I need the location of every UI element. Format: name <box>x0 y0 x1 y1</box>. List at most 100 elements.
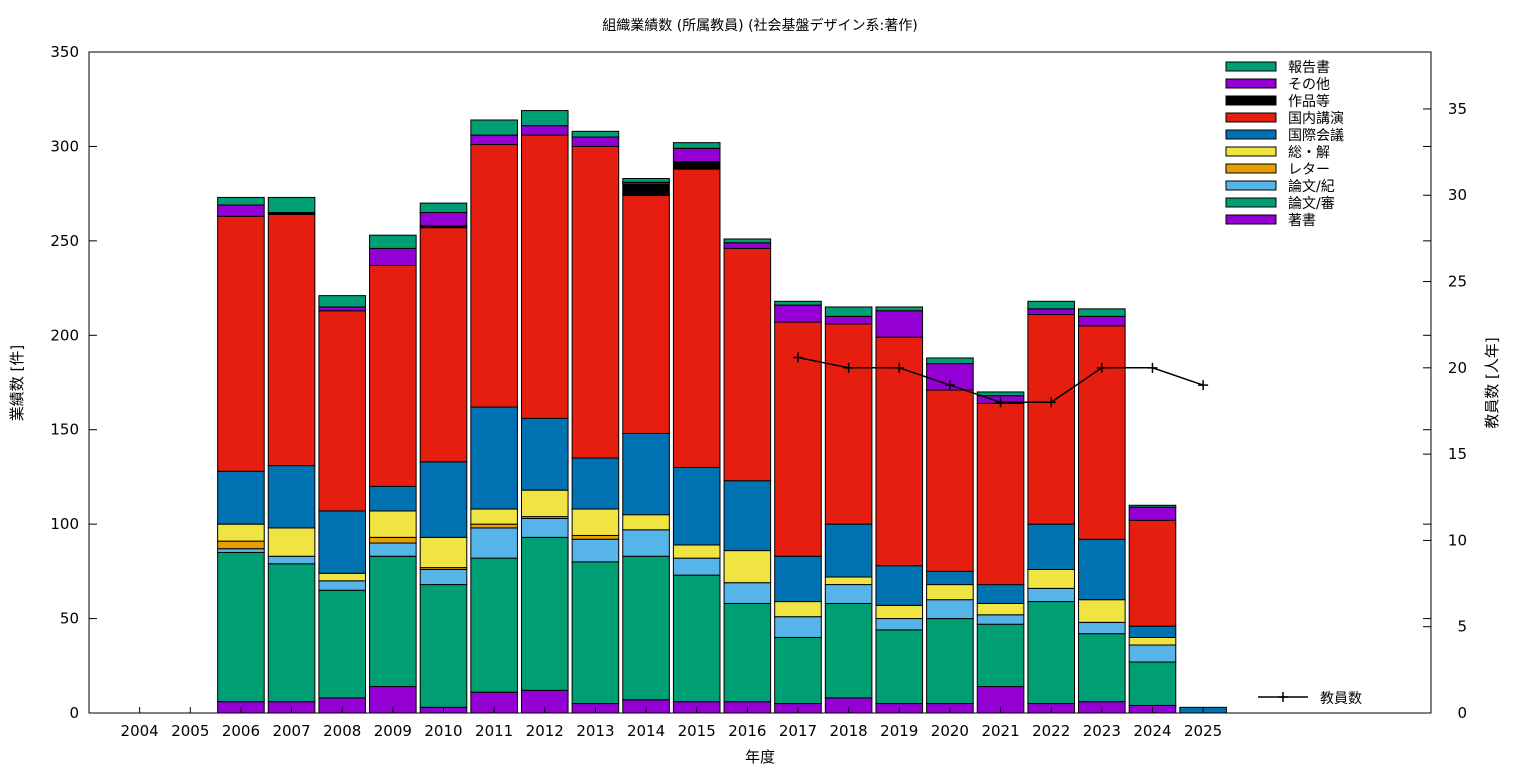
bar-2014-series-6 <box>622 195 670 434</box>
bar-2023-series-6 <box>1078 325 1126 540</box>
bar-2015-series-5 <box>672 466 721 546</box>
bar-2019-series-5 <box>875 565 924 606</box>
bar-2012-series-2 <box>520 517 569 538</box>
bar-2010-series-9 <box>419 202 468 214</box>
bar-2024-series-5 <box>1128 625 1177 638</box>
bar-2021-series-2 <box>976 614 1025 625</box>
bar-2024-series-4 <box>1128 636 1177 646</box>
y-tick-label-0: 0 <box>69 704 79 722</box>
bar-2009-series-3 <box>369 536 417 544</box>
bar-2011-series-9 <box>470 119 518 136</box>
bar-2021-series-6 <box>976 402 1025 586</box>
bar-2016-series-6 <box>723 247 772 482</box>
x-tick-label-2025: 2025 <box>1184 722 1222 740</box>
legend-label-6: レター <box>1288 162 1330 178</box>
line-point-2025 <box>1198 380 1209 391</box>
bar-2017-series-9 <box>774 300 822 306</box>
bar-2011-series-2 <box>470 527 518 559</box>
bar-2022-series-4 <box>1027 568 1075 589</box>
bar-2021-series-5 <box>976 584 1025 604</box>
legend-line-marker <box>1278 692 1288 702</box>
bar-2020-series-6 <box>926 389 974 572</box>
bar-2021-series-9 <box>976 391 1025 397</box>
x-tick-label-2016: 2016 <box>728 722 766 740</box>
bar-2022-series-6 <box>1027 314 1075 525</box>
x-tick-label-2004: 2004 <box>121 722 159 740</box>
bar-2007-series-1 <box>267 563 316 703</box>
bar-2015-series-2 <box>672 557 721 576</box>
bar-2022-series-9 <box>1027 300 1075 310</box>
x-tick-label-2006: 2006 <box>222 722 260 740</box>
bar-2022-series-8 <box>1027 308 1075 316</box>
line-point-2022 <box>1046 397 1057 408</box>
bar-2011-series-3 <box>470 523 518 529</box>
line-point-2018 <box>843 362 854 373</box>
bar-2019-series-6 <box>875 336 924 567</box>
x-tick-label-2017: 2017 <box>779 722 817 740</box>
y2-tick-label-0: 0 <box>1457 704 1467 722</box>
line-point-2019 <box>894 362 905 373</box>
bar-2018-series-5 <box>824 523 873 578</box>
bar-2014-series-4 <box>622 514 670 531</box>
bar-2008-series-8 <box>318 306 367 312</box>
bar-2013-series-9 <box>571 130 620 138</box>
bar-2008-series-4 <box>318 572 367 582</box>
legend-label-9: 著書 <box>1288 213 1316 229</box>
bar-2006-series-4 <box>217 523 265 542</box>
bar-2014-series-9 <box>622 178 670 183</box>
y-tick-label-1: 50 <box>60 610 79 628</box>
bar-2015-series-6 <box>672 168 721 468</box>
bar-2013-series-4 <box>571 508 620 536</box>
bar-2012-series-1 <box>520 536 569 691</box>
bar-2019-series-1 <box>875 629 924 705</box>
bar-2007-series-5 <box>267 465 316 529</box>
legend-label-5: 総・解 <box>1288 145 1330 161</box>
bar-2015-series-1 <box>672 574 721 703</box>
legend-swatch-4 <box>1225 129 1277 140</box>
x-tick-label-2022: 2022 <box>1032 722 1070 740</box>
y-tick-label-7: 350 <box>50 43 79 61</box>
legend-swatch-9 <box>1225 214 1277 225</box>
y2-axis-label: 教員数 [人年] <box>1483 337 1501 428</box>
bar-2018-series-2 <box>824 584 873 604</box>
bar-2009-series-5 <box>369 485 417 512</box>
x-tick-label-2014: 2014 <box>627 722 665 740</box>
bar-2009-series-1 <box>369 555 417 688</box>
bar-2013-series-2 <box>571 538 620 563</box>
y-tick-label-3: 150 <box>50 421 79 439</box>
bar-2006-series-1 <box>217 551 265 703</box>
bar-2017-series-4 <box>774 601 822 618</box>
legend-swatch-8 <box>1225 197 1277 208</box>
bar-2012-series-9 <box>520 110 569 127</box>
line-point-2017 <box>792 352 803 363</box>
legend-swatch-7 <box>1225 180 1277 191</box>
bar-2008-series-2 <box>318 580 367 591</box>
x-tick-label-2015: 2015 <box>678 722 716 740</box>
y-tick-label-2: 100 <box>50 515 79 533</box>
bar-2023-series-9 <box>1078 308 1126 317</box>
bar-2011-series-8 <box>470 134 518 146</box>
bar-2009-series-2 <box>369 542 417 557</box>
legend-label-0: 報告書 <box>1288 60 1330 76</box>
bar-2014-series-1 <box>622 555 670 701</box>
bar-2010-series-2 <box>419 568 468 586</box>
legend-label-2: 作品等 <box>1288 93 1330 110</box>
x-tick-label-2009: 2009 <box>374 722 412 740</box>
bar-2020-series-5 <box>926 570 974 586</box>
legend-line-label: 教員数 <box>1320 691 1362 707</box>
bar-2024-series-1 <box>1128 661 1177 706</box>
legend-swatch-0 <box>1225 61 1277 72</box>
y-tick-label-6: 300 <box>50 137 79 155</box>
x-tick-label-2008: 2008 <box>323 722 361 740</box>
bar-2006-series-5 <box>217 470 265 525</box>
bar-2024-series-8 <box>1128 506 1177 521</box>
bar-2013-series-5 <box>571 457 620 510</box>
bar-2007-series-2 <box>267 555 316 565</box>
y2-tick-label-3: 15 <box>1448 445 1467 463</box>
line-point-2024 <box>1147 362 1158 373</box>
y-tick-label-5: 250 <box>50 232 79 250</box>
legend-label-8: 論文/審 <box>1288 196 1335 212</box>
plot-frame <box>88 51 1432 714</box>
